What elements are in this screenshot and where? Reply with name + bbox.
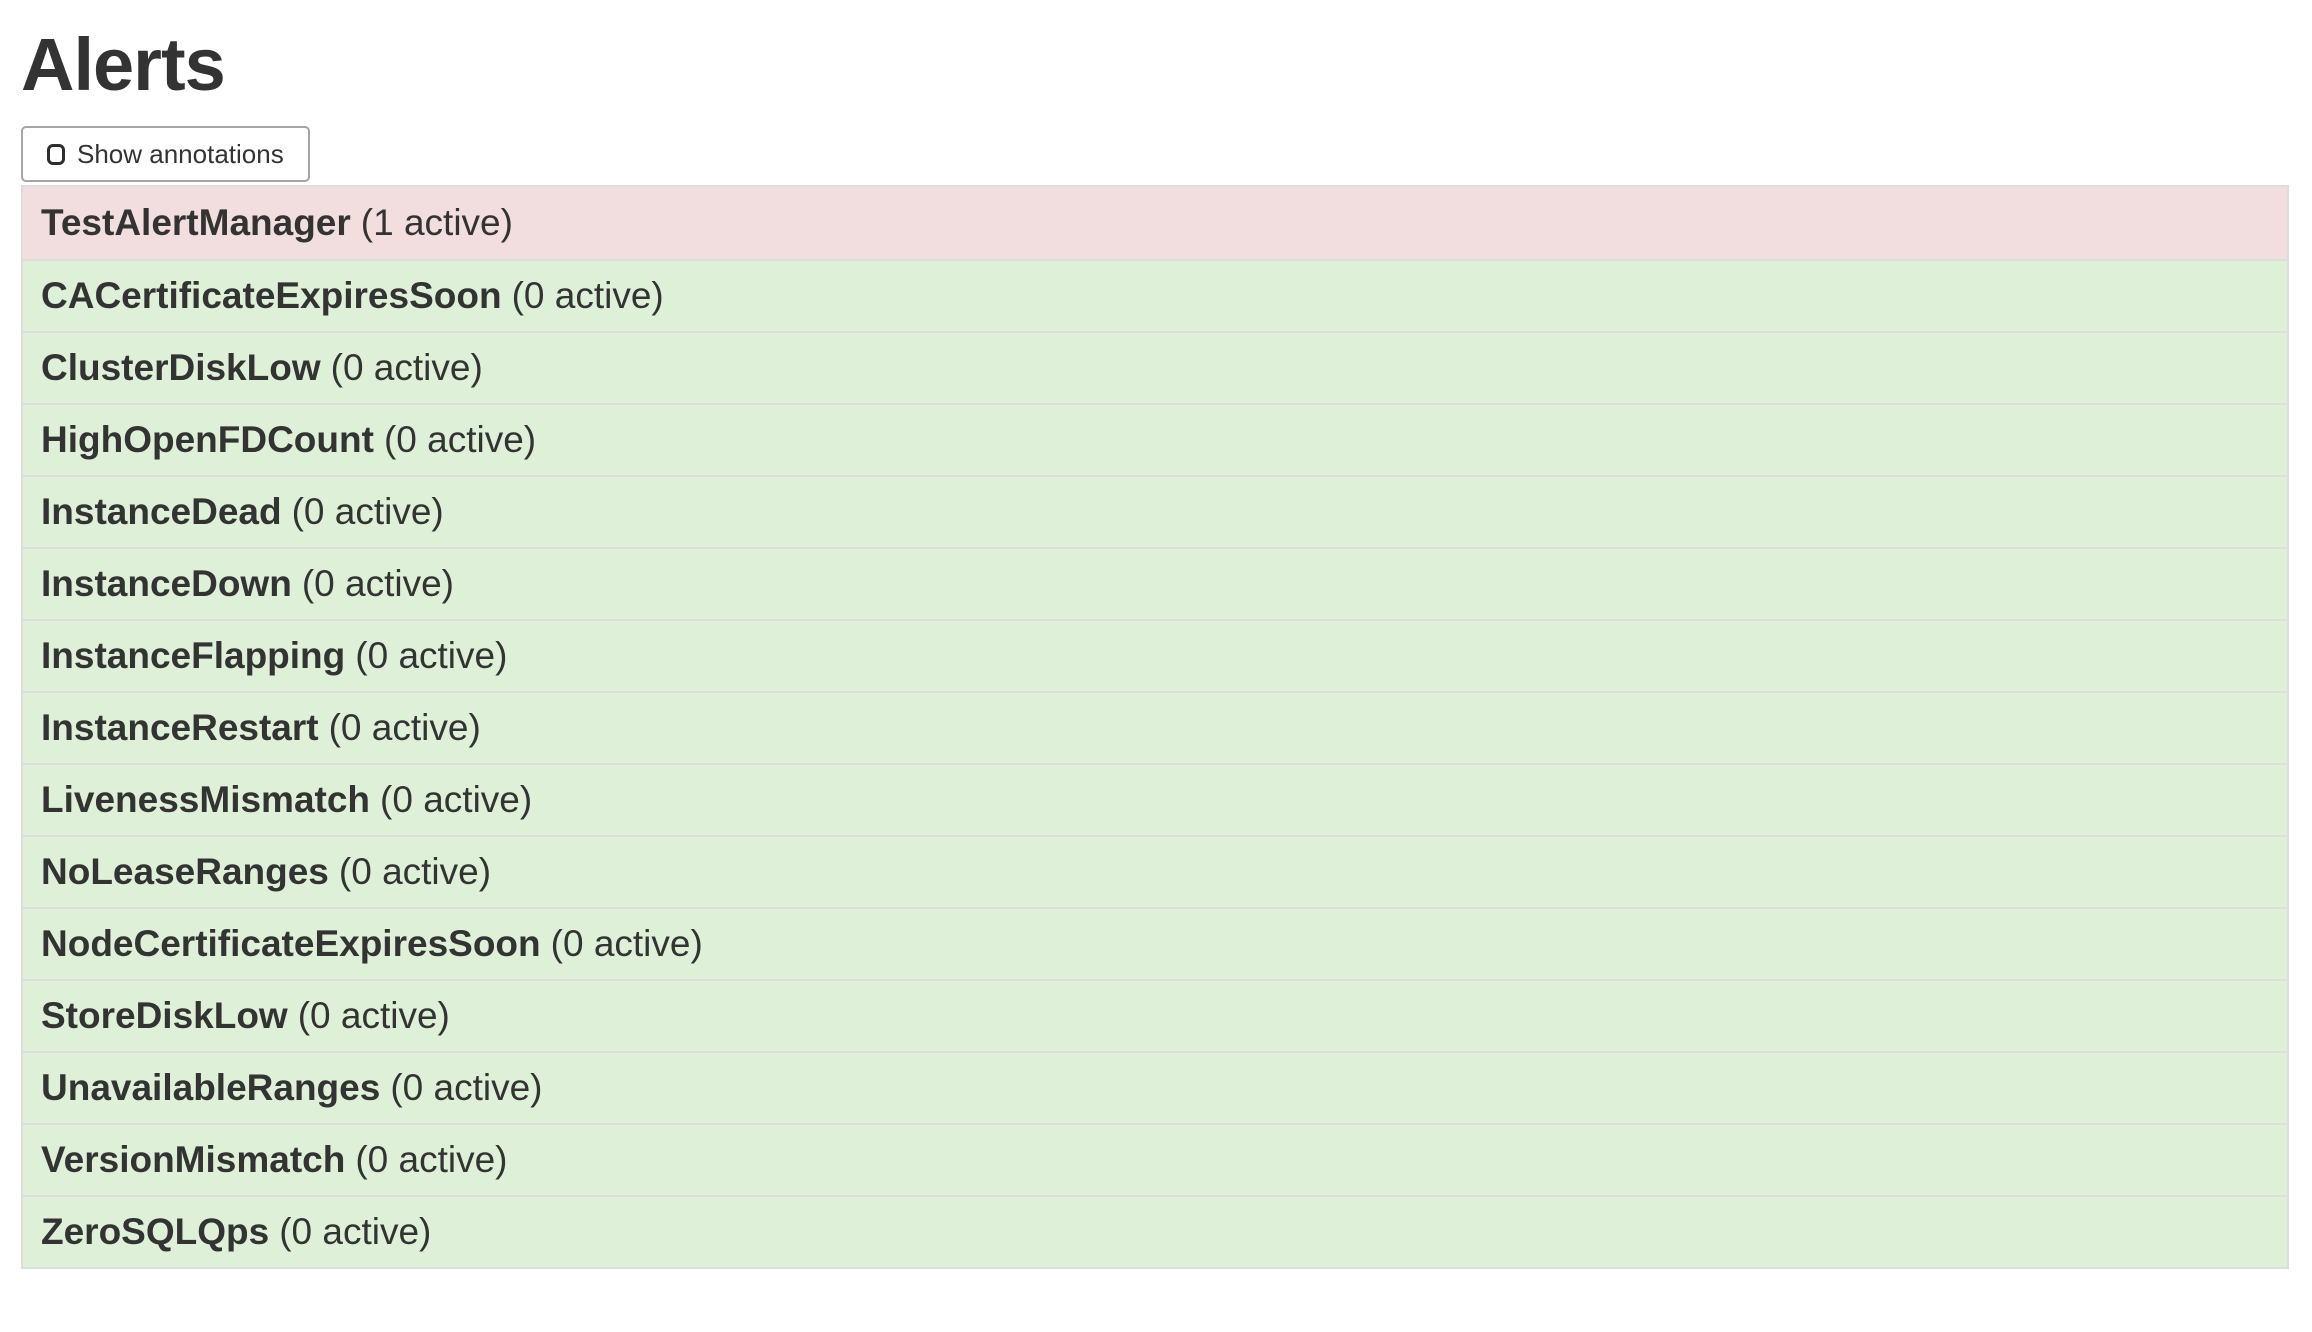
page-title: Alerts xyxy=(21,23,226,106)
alert-active-count: (0 active) xyxy=(291,491,444,533)
alert-active-count: (0 active) xyxy=(338,851,492,893)
alert-name: ZeroSQLQps xyxy=(41,1211,270,1253)
alert-row-VersionMismatch[interactable]: VersionMismatch (0 active) xyxy=(23,1123,2287,1196)
alert-name: NodeCertificateExpiresSoon xyxy=(41,923,541,965)
alerts-table: TestAlertManager (1 active) CACertificat… xyxy=(21,185,2289,1270)
alert-name: CACertificateExpiresSoon xyxy=(41,275,502,317)
alert-active-count: (0 active) xyxy=(297,995,450,1037)
alert-name: InstanceDown xyxy=(41,563,292,605)
alert-row-StoreDiskLow[interactable]: StoreDiskLow (0 active) xyxy=(23,979,2287,1052)
alert-name: VersionMismatch xyxy=(41,1139,346,1181)
alert-active-count: (0 active) xyxy=(383,419,537,461)
alert-row-InstanceDown[interactable]: InstanceDown (0 active) xyxy=(23,547,2287,620)
alert-name: UnavailableRanges xyxy=(41,1067,381,1109)
alert-name: HighOpenFDCount xyxy=(41,419,374,461)
alert-name: TestAlertManager xyxy=(41,202,351,244)
alert-active-count: (0 active) xyxy=(355,635,508,677)
alert-row-ZeroSQLQps[interactable]: ZeroSQLQps (0 active) xyxy=(23,1195,2287,1268)
alert-row-HighOpenFDCount[interactable]: HighOpenFDCount (0 active) xyxy=(23,403,2287,476)
alert-active-count: (0 active) xyxy=(301,563,454,605)
alert-active-count: (0 active) xyxy=(328,707,481,749)
alert-name: InstanceFlapping xyxy=(41,635,346,677)
alert-active-count: (0 active) xyxy=(511,275,664,317)
alert-name: NoLeaseRanges xyxy=(41,851,329,893)
show-annotations-button[interactable]: Show annotations xyxy=(21,126,310,183)
alert-name: InstanceRestart xyxy=(41,707,319,749)
alert-name: InstanceDead xyxy=(41,491,282,533)
show-annotations-label: Show annotations xyxy=(77,138,284,169)
alert-row-CACertificateExpiresSoon[interactable]: CACertificateExpiresSoon (0 active) xyxy=(23,259,2287,332)
alert-row-LivenessMismatch[interactable]: LivenessMismatch (0 active) xyxy=(23,763,2287,836)
checkbox-unchecked-icon xyxy=(47,143,65,165)
alert-active-count: (1 active) xyxy=(360,202,513,244)
alert-row-ClusterDiskLow[interactable]: ClusterDiskLow (0 active) xyxy=(23,331,2287,404)
alert-row-InstanceDead[interactable]: InstanceDead (0 active) xyxy=(23,475,2287,548)
alert-name: ClusterDiskLow xyxy=(41,347,321,389)
alert-row-UnavailableRanges[interactable]: UnavailableRanges (0 active) xyxy=(23,1051,2287,1124)
alert-name: LivenessMismatch xyxy=(41,779,371,821)
alert-active-count: (0 active) xyxy=(355,1139,508,1181)
alert-row-TestAlertManager[interactable]: TestAlertManager (1 active) xyxy=(23,187,2287,260)
alert-row-NoLeaseRanges[interactable]: NoLeaseRanges (0 active) xyxy=(23,835,2287,908)
alert-row-InstanceFlapping[interactable]: InstanceFlapping (0 active) xyxy=(23,619,2287,692)
alert-row-InstanceRestart[interactable]: InstanceRestart (0 active) xyxy=(23,691,2287,764)
alert-active-count: (0 active) xyxy=(390,1067,543,1109)
alert-active-count: (0 active) xyxy=(380,779,533,821)
alerts-page: Alerts Show annotations TestAlertManager… xyxy=(21,23,2289,1270)
alert-row-NodeCertificateExpiresSoon[interactable]: NodeCertificateExpiresSoon (0 active) xyxy=(23,907,2287,980)
alert-name: StoreDiskLow xyxy=(41,995,288,1037)
alert-active-count: (0 active) xyxy=(279,1211,432,1253)
alert-active-count: (0 active) xyxy=(330,347,483,389)
alert-active-count: (0 active) xyxy=(550,923,703,965)
